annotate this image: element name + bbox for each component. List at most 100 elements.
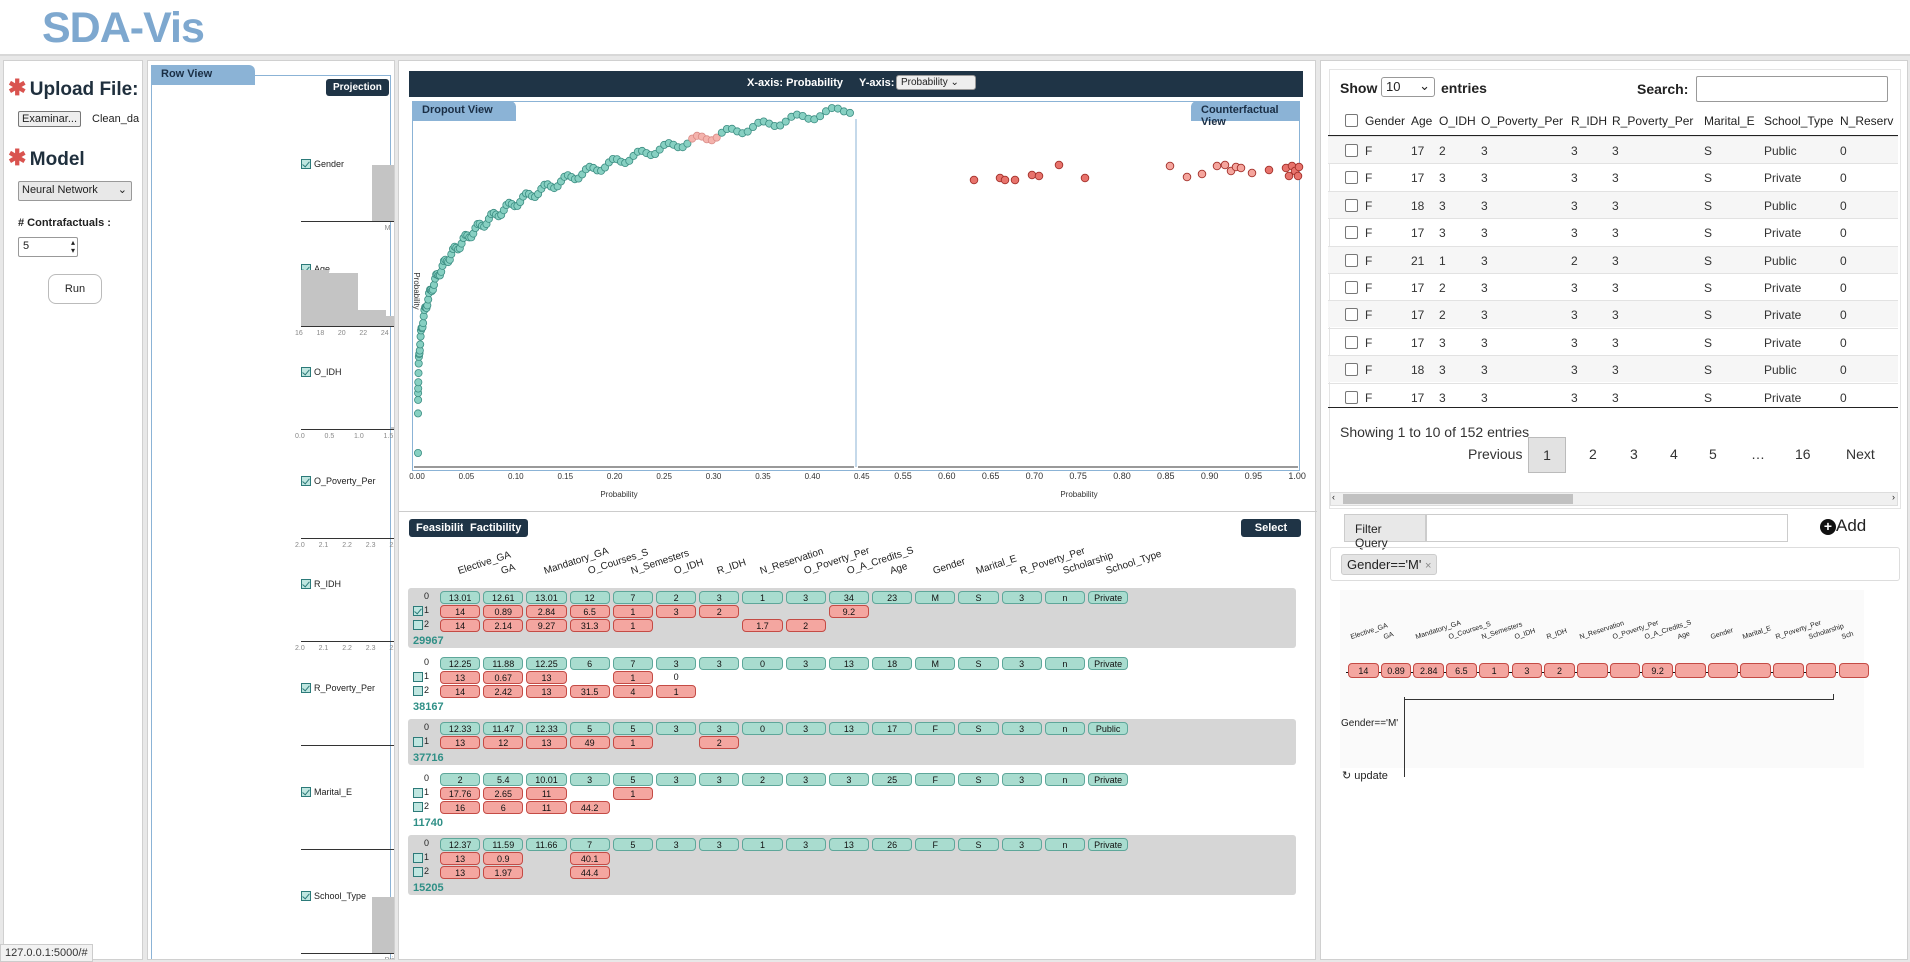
counterfactual-point[interactable] [1197, 169, 1207, 179]
cf-cell[interactable]: 2 [742, 773, 783, 786]
histogram-bar[interactable] [390, 426, 394, 429]
cf-cell[interactable]: 3 [828, 773, 869, 786]
check-icon[interactable] [301, 891, 311, 901]
table-row[interactable]: F 21 1 3 2 3 S Public 0 [1328, 245, 1898, 273]
table-row[interactable]: F 17 3 3 3 3 S Private 0 [1328, 382, 1898, 410]
cf-cell[interactable]: 2 [785, 619, 826, 632]
cf-cell[interactable]: 9.27 [526, 619, 567, 632]
cf-cell[interactable]: 3 [785, 773, 826, 786]
cf-cell[interactable]: Private [1088, 591, 1129, 604]
counterfactual-point[interactable] [1080, 173, 1090, 183]
cf-cell[interactable]: n [1044, 657, 1085, 670]
table-row[interactable]: F 18 3 3 3 3 S Public 0 [1328, 190, 1898, 218]
dropout-point[interactable] [413, 409, 422, 418]
summary-cell[interactable]: 3 [1511, 663, 1543, 678]
counterfactual-point[interactable] [1220, 160, 1230, 170]
cf-cell[interactable]: 3 [656, 773, 697, 786]
cf-cell[interactable]: 6 [569, 657, 610, 670]
cf-cell[interactable]: n [1044, 591, 1085, 604]
cf-cell[interactable]: 9.2 [828, 605, 869, 618]
page-button[interactable]: 2 [1589, 446, 1597, 462]
row-checkbox[interactable] [1345, 335, 1358, 349]
cf-cell[interactable]: 3 [699, 722, 740, 735]
cf-cell[interactable]: 2.84 [526, 605, 567, 618]
check-icon[interactable] [301, 579, 311, 589]
cf-cell[interactable]: 1 [612, 619, 653, 632]
dropout-point[interactable] [414, 369, 423, 378]
table-column-header[interactable]: O_IDH [1439, 114, 1476, 128]
summary-cell[interactable] [1609, 663, 1641, 678]
dropout-point[interactable] [845, 108, 854, 117]
table-row[interactable]: F 17 2 3 3 3 S Private 0 [1328, 273, 1898, 300]
cf-cell[interactable]: 13.01 [526, 591, 567, 604]
histogram-title[interactable]: School_Type [301, 891, 366, 901]
summary-cell[interactable]: 9.2 [1642, 663, 1673, 678]
cf-cell[interactable]: 23 [872, 591, 913, 604]
summary-cell[interactable]: 0.89 [1380, 663, 1412, 678]
prev-page-button[interactable]: Previous [1468, 446, 1523, 462]
counterfactual-point[interactable] [1165, 161, 1175, 171]
cf-cell[interactable]: 14 [440, 605, 481, 618]
cf-cell[interactable]: 1 [612, 787, 653, 800]
cf-cell[interactable]: S [958, 838, 999, 851]
cf-cell[interactable]: 2 [699, 736, 740, 749]
page-button[interactable]: 3 [1630, 446, 1638, 462]
cf-cell[interactable]: 11.88 [483, 657, 524, 670]
browse-button[interactable]: Examinar... [18, 111, 82, 127]
cf-row-checkbox[interactable] [413, 672, 423, 682]
counterfactual-point[interactable] [1264, 165, 1274, 175]
cf-cell[interactable]: 5 [612, 838, 653, 851]
summary-cell[interactable] [1740, 663, 1772, 678]
counterfactual-point[interactable] [1027, 170, 1037, 180]
tab-dropout-view[interactable]: Dropout View [412, 101, 516, 121]
cf-cell[interactable]: 2.65 [483, 787, 524, 800]
cf-cell[interactable]: 3 [1001, 773, 1042, 786]
histogram-title[interactable]: Gender [301, 159, 344, 169]
contrafactuals-input[interactable]: 5 ▴ ▾ [18, 237, 78, 257]
model-select[interactable]: Neural Network ⌄ [18, 181, 132, 201]
run-button[interactable]: Run [48, 274, 102, 304]
cf-row-checkbox[interactable] [413, 802, 423, 812]
cf-cell[interactable]: 13 [828, 838, 869, 851]
check-icon[interactable] [301, 159, 311, 169]
table-column-header[interactable]: Age [1411, 114, 1433, 128]
cf-cell[interactable]: 2 [656, 591, 697, 604]
cf-cell[interactable]: 3 [1001, 722, 1042, 735]
stepper-icon[interactable]: ▴ ▾ [70, 238, 75, 255]
cf-cell[interactable]: 13 [526, 685, 567, 698]
dropout-point[interactable] [414, 359, 423, 368]
page-button[interactable]: 16 [1795, 446, 1811, 462]
row-checkbox[interactable] [1345, 198, 1358, 212]
cf-cell[interactable]: 16 [440, 801, 481, 814]
cf-cell[interactable]: 3 [656, 605, 697, 618]
factibility-button[interactable]: Factibility [463, 519, 529, 537]
cf-cell[interactable]: 40.1 [569, 852, 610, 865]
cf-cell[interactable]: 44.4 [569, 866, 610, 879]
cf-cell[interactable]: 13 [440, 866, 481, 879]
cf-cell[interactable]: 3 [699, 591, 740, 604]
dropout-point[interactable] [748, 123, 757, 132]
cf-cell[interactable]: 5 [612, 722, 653, 735]
cf-cell[interactable]: 31.5 [569, 685, 610, 698]
cf-cell[interactable]: M [915, 657, 956, 670]
summary-cell[interactable]: 14 [1348, 663, 1379, 678]
summary-cell[interactable] [1576, 663, 1608, 678]
cf-cell[interactable]: 11 [526, 801, 567, 814]
summary-cell[interactable]: 2 [1544, 663, 1575, 678]
dropout-point[interactable] [683, 139, 692, 148]
counterfactual-point[interactable] [1010, 175, 1020, 185]
counterfactual-point[interactable] [1284, 171, 1294, 181]
dropout-point[interactable] [816, 112, 825, 121]
histogram-bar[interactable] [329, 273, 358, 326]
cf-cell[interactable]: Private [1088, 657, 1129, 670]
histogram-bar[interactable] [371, 165, 394, 221]
row-checkbox[interactable] [1345, 308, 1358, 322]
projection-button[interactable]: Projection [326, 79, 389, 96]
counterfactual-point[interactable] [1000, 175, 1010, 185]
scroll-right-icon[interactable]: › [1892, 492, 1895, 502]
next-page-button[interactable]: Next [1846, 446, 1875, 462]
cf-cell[interactable]: 13 [440, 736, 481, 749]
close-icon[interactable]: × [1424, 560, 1432, 572]
cf-cell[interactable]: 3 [656, 657, 697, 670]
cf-cell[interactable]: F [915, 773, 956, 786]
